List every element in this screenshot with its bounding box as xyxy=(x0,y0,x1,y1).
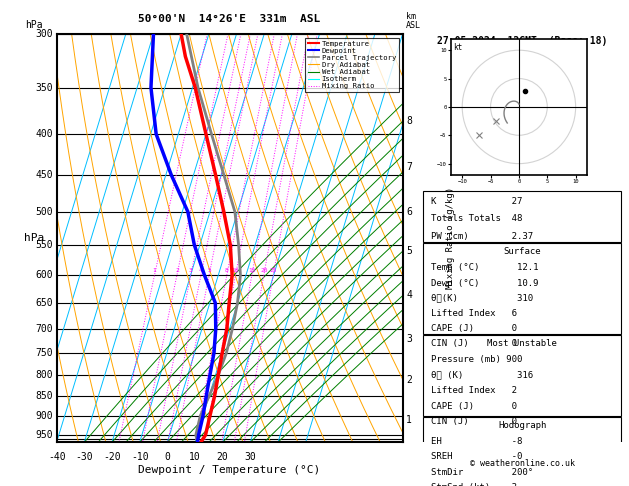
Text: 500: 500 xyxy=(35,207,53,217)
Text: Surface: Surface xyxy=(503,247,541,256)
Text: 2: 2 xyxy=(175,268,179,273)
Text: 5: 5 xyxy=(207,268,211,273)
Text: θᴄ(K)           310: θᴄ(K) 310 xyxy=(431,294,533,303)
Text: 300: 300 xyxy=(35,29,53,39)
Text: θᴄ (K)          316: θᴄ (K) 316 xyxy=(431,371,533,380)
Text: 900: 900 xyxy=(35,411,53,421)
Text: Totals Totals  48: Totals Totals 48 xyxy=(431,214,523,224)
Text: -20: -20 xyxy=(103,452,121,463)
Text: 3: 3 xyxy=(189,268,192,273)
Text: © weatheronline.co.uk: © weatheronline.co.uk xyxy=(470,459,574,468)
Text: CAPE (J)       0: CAPE (J) 0 xyxy=(431,324,518,333)
Text: 6: 6 xyxy=(406,207,412,217)
Text: 0: 0 xyxy=(164,452,170,463)
Text: Lifted Index   6: Lifted Index 6 xyxy=(431,309,518,318)
Text: 4: 4 xyxy=(406,290,412,300)
Text: hPa: hPa xyxy=(24,233,44,243)
Text: 7: 7 xyxy=(406,162,412,172)
Text: -40: -40 xyxy=(48,452,65,463)
Text: 1: 1 xyxy=(153,268,157,273)
Text: 25: 25 xyxy=(270,268,277,273)
Text: km
ASL: km ASL xyxy=(406,12,421,30)
Text: hPa: hPa xyxy=(25,20,43,30)
Text: EH             -8: EH -8 xyxy=(431,437,523,446)
Text: 700: 700 xyxy=(35,324,53,334)
Text: 650: 650 xyxy=(35,298,53,308)
Text: 1: 1 xyxy=(406,415,412,425)
Text: 30: 30 xyxy=(245,452,256,463)
Text: 450: 450 xyxy=(35,170,53,180)
Text: 400: 400 xyxy=(35,129,53,139)
Text: Most Unstable: Most Unstable xyxy=(487,339,557,348)
Text: 950: 950 xyxy=(35,430,53,440)
Text: 50°00'N  14°26'E  331m  ASL: 50°00'N 14°26'E 331m ASL xyxy=(138,14,321,24)
Text: 20: 20 xyxy=(260,268,267,273)
Text: 600: 600 xyxy=(35,270,53,280)
Text: CIN (J)        0: CIN (J) 0 xyxy=(431,339,518,348)
Text: 10: 10 xyxy=(231,268,239,273)
Text: PW (cm)        2.37: PW (cm) 2.37 xyxy=(431,232,533,241)
Text: 2: 2 xyxy=(406,375,412,384)
Text: 5: 5 xyxy=(406,246,412,256)
Text: Temp (°C)       12.1: Temp (°C) 12.1 xyxy=(431,263,539,273)
Text: StmDir         200°: StmDir 200° xyxy=(431,468,533,477)
Text: 10: 10 xyxy=(189,452,201,463)
Text: 4: 4 xyxy=(199,268,203,273)
Text: kt: kt xyxy=(454,43,463,52)
Text: Dewpoint / Temperature (°C): Dewpoint / Temperature (°C) xyxy=(138,465,321,475)
Text: 350: 350 xyxy=(35,83,53,93)
Text: 20: 20 xyxy=(217,452,228,463)
Text: 750: 750 xyxy=(35,348,53,358)
Text: Lifted Index   2: Lifted Index 2 xyxy=(431,386,518,395)
Text: 800: 800 xyxy=(35,370,53,380)
Text: Mixing Ratio (g/kg): Mixing Ratio (g/kg) xyxy=(447,187,455,289)
Text: Dewp (°C)       10.9: Dewp (°C) 10.9 xyxy=(431,278,539,288)
Text: CAPE (J)       0: CAPE (J) 0 xyxy=(431,402,518,411)
Text: 850: 850 xyxy=(35,391,53,401)
Legend: Temperature, Dewpoint, Parcel Trajectory, Dry Adiabat, Wet Adiabat, Isotherm, Mi: Temperature, Dewpoint, Parcel Trajectory… xyxy=(305,37,399,92)
Text: 550: 550 xyxy=(35,240,53,250)
Text: 8: 8 xyxy=(406,116,412,126)
Text: -30: -30 xyxy=(75,452,93,463)
Text: K              27: K 27 xyxy=(431,197,523,207)
Text: Pressure (mb) 900: Pressure (mb) 900 xyxy=(431,355,523,364)
Text: 3: 3 xyxy=(406,333,412,344)
Text: Hodograph: Hodograph xyxy=(498,420,546,430)
Text: 27.05.2024  12GMT  (Base: 18): 27.05.2024 12GMT (Base: 18) xyxy=(437,36,607,46)
Text: 15: 15 xyxy=(248,268,255,273)
Text: 8: 8 xyxy=(225,268,229,273)
Text: -10: -10 xyxy=(131,452,148,463)
Text: StmSpd (kt)    3: StmSpd (kt) 3 xyxy=(431,484,518,486)
Text: SREH           -0: SREH -0 xyxy=(431,452,523,462)
Text: CIN (J)        0: CIN (J) 0 xyxy=(431,417,518,426)
